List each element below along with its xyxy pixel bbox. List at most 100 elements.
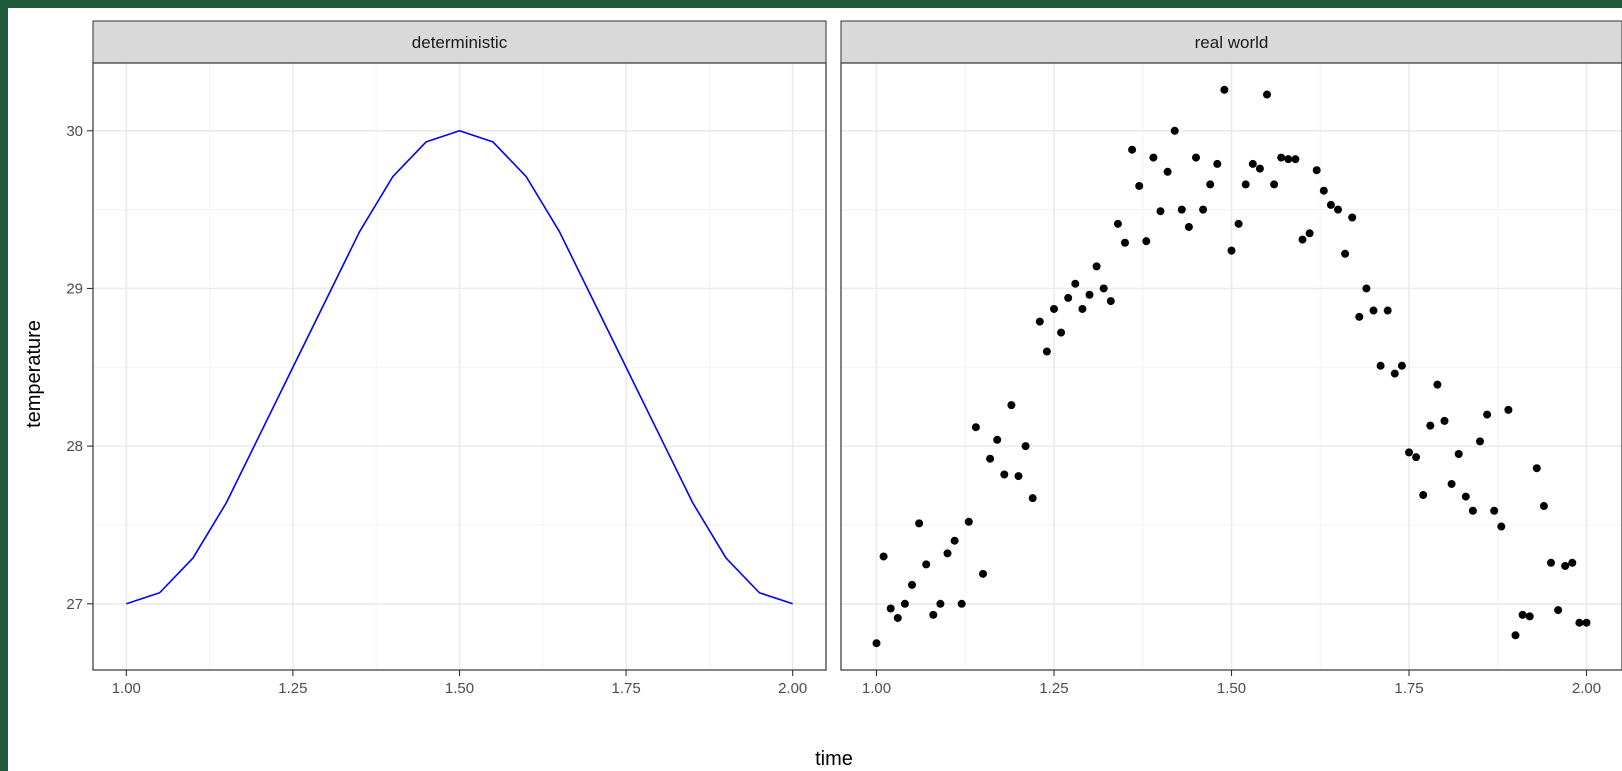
data-point bbox=[879, 552, 888, 561]
data-point bbox=[1468, 506, 1477, 515]
data-point bbox=[1156, 207, 1165, 216]
data-point bbox=[1582, 618, 1591, 627]
faceted-chart: deterministic 1.00 1.25 1.50 1.75 2.00 27 28 29 3… bbox=[23, 20, 1622, 770]
data-point bbox=[1085, 290, 1094, 299]
x-tick-label: 1.50 bbox=[1217, 680, 1246, 697]
data-point bbox=[1021, 442, 1030, 451]
y-tick-label: 30 bbox=[66, 123, 83, 140]
data-point bbox=[1206, 180, 1215, 189]
data-point bbox=[1362, 284, 1371, 293]
data-point bbox=[1525, 612, 1534, 621]
data-point bbox=[1177, 205, 1186, 214]
panel-1: deterministic 1.00 1.25 1.50 1.75 2.00 27 28 29 3… bbox=[66, 20, 827, 697]
x-tick-label: 2.00 bbox=[778, 680, 807, 697]
data-point bbox=[1199, 205, 1208, 214]
data-point bbox=[1284, 155, 1293, 164]
data-point bbox=[1454, 450, 1463, 458]
data-point bbox=[1099, 284, 1108, 293]
data-point bbox=[1511, 631, 1520, 640]
x-tick-label: 2.00 bbox=[1572, 680, 1601, 697]
panels-layer: deterministic 1.00 1.25 1.50 1.75 2.00 27 28 29 3… bbox=[66, 20, 1622, 697]
data-point bbox=[1419, 490, 1428, 499]
data-point bbox=[1461, 492, 1470, 501]
data-point bbox=[1319, 186, 1328, 195]
data-point bbox=[872, 639, 881, 648]
panel-strip-label: deterministic bbox=[412, 33, 508, 52]
data-point bbox=[1234, 219, 1243, 228]
data-point bbox=[1135, 181, 1144, 190]
data-point bbox=[929, 610, 938, 619]
data-point bbox=[1227, 246, 1236, 255]
y-tick-label: 28 bbox=[66, 438, 83, 455]
data-point bbox=[1476, 437, 1484, 446]
data-point bbox=[1305, 229, 1314, 238]
panel-2: real world 1.00 1.25 1.50 1.75 2.00 bbox=[840, 20, 1622, 697]
data-point bbox=[1405, 448, 1413, 457]
data-point bbox=[1291, 155, 1300, 164]
data-point bbox=[1014, 472, 1023, 481]
panel-strip-label: real world bbox=[1195, 33, 1269, 52]
data-point bbox=[1518, 610, 1527, 619]
x-tick-label: 1.25 bbox=[278, 680, 307, 697]
data-point bbox=[1263, 90, 1271, 99]
y-tick-label: 27 bbox=[66, 596, 83, 613]
x-tick-label: 1.75 bbox=[1394, 680, 1423, 697]
x-tick-label: 1.25 bbox=[1039, 680, 1068, 697]
data-point bbox=[1106, 297, 1115, 306]
data-point bbox=[922, 560, 931, 569]
data-point bbox=[1000, 470, 1009, 479]
data-point bbox=[1121, 238, 1129, 247]
data-point bbox=[1007, 401, 1016, 410]
data-point bbox=[1163, 167, 1172, 176]
data-point bbox=[943, 549, 952, 558]
data-point bbox=[1341, 249, 1350, 258]
data-point bbox=[1483, 410, 1492, 419]
data-point bbox=[1255, 164, 1264, 173]
data-point bbox=[1532, 464, 1541, 473]
data-point bbox=[908, 580, 916, 589]
data-point bbox=[1383, 306, 1392, 315]
data-point bbox=[964, 517, 973, 526]
data-point bbox=[1298, 235, 1307, 244]
series-line bbox=[126, 129, 793, 605]
data-point bbox=[971, 423, 980, 432]
data-point bbox=[1561, 561, 1570, 570]
data-point bbox=[1113, 219, 1122, 228]
data-point bbox=[1433, 380, 1442, 389]
data-point bbox=[1035, 317, 1044, 326]
data-point bbox=[1128, 145, 1137, 154]
data-point bbox=[1326, 200, 1335, 209]
data-point bbox=[1369, 306, 1378, 315]
panel-strip bbox=[840, 20, 1622, 64]
data-point bbox=[1050, 304, 1058, 313]
data-point bbox=[1213, 159, 1222, 168]
x-tick-label: 1.00 bbox=[862, 680, 891, 697]
data-point bbox=[1490, 506, 1499, 515]
data-point bbox=[1057, 328, 1066, 337]
data-point bbox=[1440, 416, 1449, 425]
data-point bbox=[1170, 126, 1179, 135]
data-point bbox=[1270, 180, 1279, 189]
data-point bbox=[957, 599, 966, 608]
data-point bbox=[1554, 606, 1563, 615]
data-point bbox=[1539, 502, 1548, 511]
data-point bbox=[1568, 558, 1577, 567]
data-point bbox=[1497, 522, 1506, 531]
data-point bbox=[1064, 293, 1073, 302]
data-point bbox=[1042, 347, 1051, 356]
y-axis-title: temperature bbox=[23, 320, 45, 428]
data-point bbox=[1028, 494, 1037, 503]
data-point bbox=[1412, 453, 1421, 462]
data-point bbox=[1078, 304, 1087, 313]
data-point bbox=[1390, 369, 1399, 378]
data-point bbox=[1575, 618, 1584, 627]
data-point bbox=[979, 569, 987, 578]
data-point bbox=[1334, 205, 1342, 214]
data-point bbox=[1220, 85, 1229, 94]
data-point bbox=[936, 599, 945, 608]
data-point bbox=[950, 536, 959, 545]
data-point bbox=[986, 454, 995, 463]
data-point bbox=[1312, 166, 1321, 175]
data-point bbox=[893, 613, 902, 622]
data-point bbox=[1184, 222, 1193, 231]
